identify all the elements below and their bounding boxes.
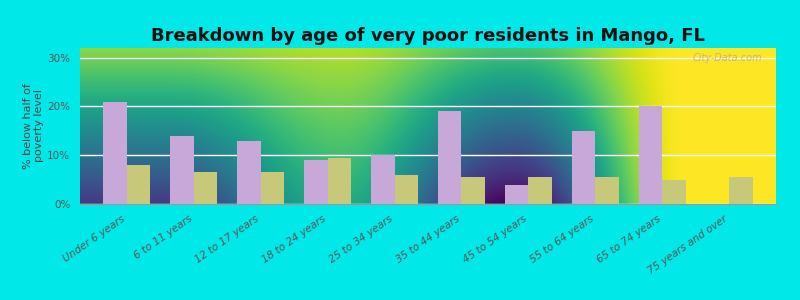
Bar: [103, 102, 127, 204]
Text: City-Data.com: City-Data.com: [693, 53, 762, 63]
Bar: [238, 141, 261, 204]
Bar: [639, 106, 662, 204]
Bar: [572, 131, 595, 204]
Bar: [170, 136, 194, 204]
Bar: [127, 165, 150, 204]
Bar: [595, 177, 618, 204]
Y-axis label: % below half of
poverty level: % below half of poverty level: [23, 83, 45, 169]
Bar: [371, 155, 394, 204]
Bar: [662, 180, 686, 204]
Title: Breakdown by age of very poor residents in Mango, FL: Breakdown by age of very poor residents …: [151, 27, 705, 45]
Bar: [304, 160, 328, 204]
Bar: [394, 175, 418, 204]
Bar: [729, 177, 753, 204]
Bar: [438, 111, 462, 204]
Bar: [462, 177, 485, 204]
Bar: [505, 184, 528, 204]
Bar: [261, 172, 284, 204]
Bar: [528, 177, 552, 204]
Bar: [194, 172, 217, 204]
Bar: [328, 158, 351, 204]
